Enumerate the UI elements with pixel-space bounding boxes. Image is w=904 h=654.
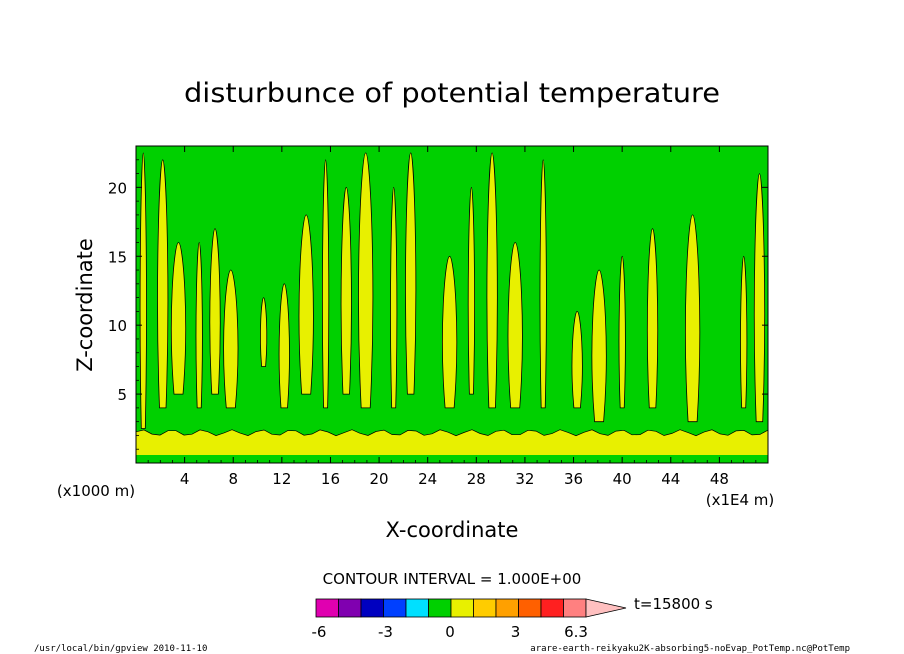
plume-5 <box>209 228 221 395</box>
x-tick-label: 44 <box>661 470 680 488</box>
x-tick-label: 8 <box>228 470 238 488</box>
colorbar-swatch <box>518 598 542 618</box>
plume-8 <box>278 283 290 409</box>
plume-23 <box>646 228 659 409</box>
colorbar-tick-label: 3 <box>511 623 521 641</box>
boundary-layer-region <box>136 429 768 463</box>
x-tick-label: 24 <box>418 470 437 488</box>
chart-title: disturbunce of potential temperature <box>184 78 720 109</box>
plume-13 <box>390 186 398 409</box>
y-tick-label: 10 <box>108 317 127 335</box>
plume-2 <box>157 159 169 409</box>
plume-12 <box>358 152 374 409</box>
colorbar-swatch <box>473 598 497 618</box>
plume-6 <box>223 269 239 409</box>
plume-21 <box>591 269 607 423</box>
colorbar-tick-label: -3 <box>378 623 393 641</box>
plume-1 <box>139 152 147 429</box>
plume-22 <box>618 255 626 409</box>
plume-25 <box>740 255 748 409</box>
plume-18 <box>507 242 523 409</box>
footer-right: arare-earth-reikyaku2K-absorbing5-noEvap… <box>530 644 850 654</box>
plot-area <box>135 145 769 464</box>
colorbar-swatch <box>405 598 429 618</box>
x-tick-label: 32 <box>515 470 534 488</box>
x-unit-label: (x1E4 m) <box>706 491 775 509</box>
plume-19 <box>539 159 547 409</box>
colorbar-swatch <box>360 598 384 618</box>
colorbar-swatch <box>338 598 362 618</box>
y-unit-label: (x1000 m) <box>57 482 135 500</box>
plume-24 <box>685 214 701 423</box>
time-label: t=15800 s <box>634 595 713 613</box>
x-tick-label: 12 <box>272 470 291 488</box>
plume-17 <box>486 152 498 409</box>
surface-layer <box>136 455 768 463</box>
colorbar-swatch <box>315 598 339 618</box>
x-tick-label: 36 <box>564 470 583 488</box>
x-tick-label: 48 <box>710 470 729 488</box>
colorbar-swatch <box>495 598 519 618</box>
colorbar-tick-label: -6 <box>312 623 327 641</box>
footer-left: /usr/local/bin/gpview 2010-11-10 <box>34 644 207 654</box>
colorbar-swatch <box>383 598 407 618</box>
colorbar-swatch <box>450 598 474 618</box>
plume-10 <box>322 159 330 409</box>
x-tick-label: 40 <box>613 470 632 488</box>
plume-16 <box>467 186 475 395</box>
x-tick-label: 16 <box>321 470 340 488</box>
plume-4 <box>195 242 203 409</box>
plume-9 <box>298 214 314 395</box>
colorbar-extension-arrow <box>585 598 627 618</box>
x-axis-label: X-coordinate <box>386 518 519 542</box>
plume-7 <box>260 297 268 367</box>
y-tick-label: 15 <box>108 248 127 266</box>
plume-20 <box>571 310 583 409</box>
colorbar-tick-label: 6.3 <box>564 623 588 641</box>
contour-interval-label: CONTOUR INTERVAL = 1.000E+00 <box>323 570 582 588</box>
x-tick-label: 4 <box>180 470 190 488</box>
colorbar-swatch <box>540 598 564 618</box>
x-tick-label: 28 <box>467 470 486 488</box>
plume-3 <box>170 242 187 395</box>
colorbar-swatch <box>563 598 587 618</box>
plume-15 <box>442 255 458 409</box>
colorbar-tick-label: 0 <box>445 623 455 641</box>
y-tick-label: 5 <box>117 386 127 404</box>
plume-26 <box>753 173 766 423</box>
x-tick-label: 20 <box>370 470 389 488</box>
plume-14 <box>405 152 417 395</box>
y-tick-label: 20 <box>108 179 127 197</box>
plume-11 <box>340 186 352 395</box>
y-axis-label: Z-coordinate <box>73 238 97 372</box>
colorbar: -6 -3 0 3 6.3 <box>312 598 627 641</box>
colorbar-swatch <box>428 598 452 618</box>
